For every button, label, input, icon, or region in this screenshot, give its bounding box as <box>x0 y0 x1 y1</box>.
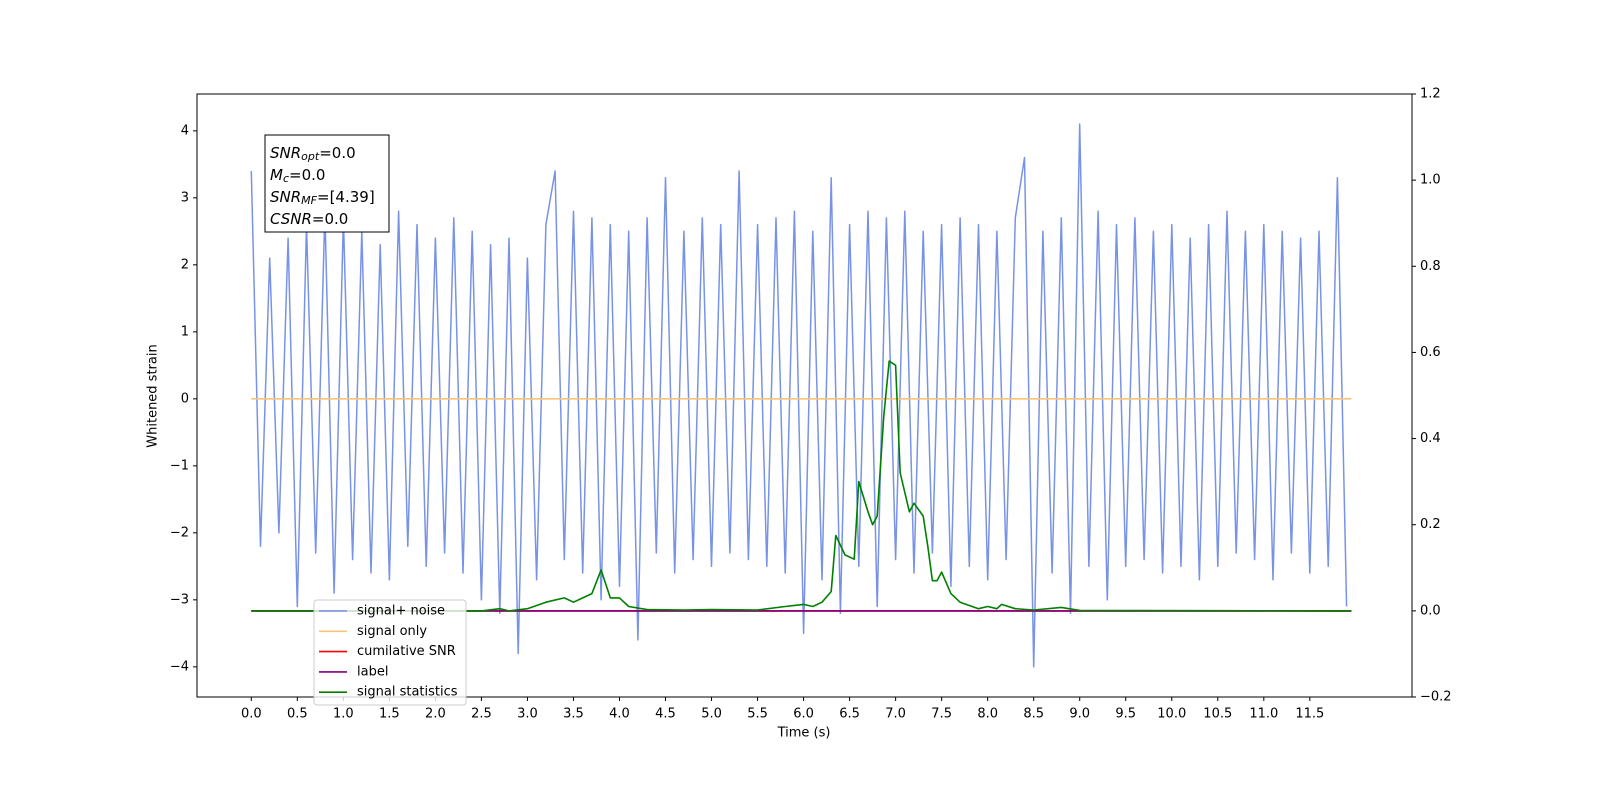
x-tick-label: 11.0 <box>1249 707 1278 722</box>
y-tick-label: −3 <box>170 592 189 607</box>
y2-tick-label: 0.0 <box>1420 603 1441 618</box>
plot-frame <box>196 93 1413 698</box>
annotation-symbol: SNR <box>270 144 301 162</box>
annotation-value: =[4.39] <box>317 188 375 206</box>
x-axis-label: Time (s) <box>777 726 831 741</box>
y-tick-label: 0 <box>181 391 189 406</box>
y-axis-label: Whitened strain <box>146 344 161 447</box>
annotation-frame <box>264 134 390 233</box>
y2-tick-label: 0.2 <box>1420 517 1441 532</box>
x-tick-label: 11.5 <box>1295 707 1324 722</box>
x-tick-label: 0.5 <box>287 707 308 722</box>
x-tick-label: 7.5 <box>931 707 952 722</box>
x-tick-label: 10.5 <box>1203 707 1232 722</box>
x-tick-label: 9.5 <box>1115 707 1136 722</box>
y-tick-label: 2 <box>181 257 189 272</box>
x-tick-label: 4.5 <box>655 707 676 722</box>
legend-label: cumilative SNR <box>357 644 456 659</box>
x-tick-label: 3.0 <box>517 707 538 722</box>
annotation-subscript: opt <box>301 150 320 163</box>
annotation-subscript: c <box>283 172 289 185</box>
y2-tick-label: 0.6 <box>1420 345 1441 360</box>
y-tick-label: −1 <box>170 458 189 473</box>
legend: signal+ noise signal only cumilative SNR la… <box>313 599 467 706</box>
y-tick-label: −4 <box>170 659 189 674</box>
annotation-subscript: MF <box>301 194 317 207</box>
annotation-symbol: M <box>270 166 283 184</box>
y2-tick-label: −0.2 <box>1420 690 1452 705</box>
y-tick-label: 3 <box>181 190 189 205</box>
x-tick-label: 5.0 <box>701 707 722 722</box>
x-tick-label: 3.5 <box>563 707 584 722</box>
legend-label: signal+ noise <box>357 604 445 619</box>
legend-frame <box>313 599 467 706</box>
annotation-value: =0.0 <box>319 144 355 162</box>
x-tick-label: 4.0 <box>609 707 630 722</box>
series-line <box>250 123 1348 668</box>
legend-label: signal statistics <box>357 685 458 700</box>
annotation-line: Mc=0.0 <box>270 166 325 186</box>
annotation-line: SNRMF=[4.39] <box>270 188 375 208</box>
x-tick-label: 10.0 <box>1157 707 1186 722</box>
y-tick-label: 1 <box>181 324 189 339</box>
y2-tick-label: 1.0 <box>1420 173 1441 188</box>
legend-label: signal only <box>357 624 427 639</box>
annotation-symbol: SNR <box>270 188 301 206</box>
y-tick-label: 4 <box>181 123 189 138</box>
y2-tick-label: 0.4 <box>1420 431 1441 446</box>
x-tick-label: 7.0 <box>885 707 906 722</box>
y2-tick-label: 0.8 <box>1420 259 1441 274</box>
annotation-value: =0.0 <box>312 210 348 228</box>
x-tick-label: 8.0 <box>977 707 998 722</box>
legend-label: label <box>357 664 388 679</box>
x-tick-label: 0.0 <box>241 707 262 722</box>
annotation-line: SNRopt=0.0 <box>270 144 356 164</box>
x-tick-label: 9.0 <box>1069 707 1090 722</box>
series-line <box>251 360 1352 612</box>
annotation-line: CSNR=0.0 <box>270 210 348 228</box>
annotation-symbol: CSNR <box>270 210 312 228</box>
x-tick-label: 1.0 <box>333 707 354 722</box>
x-tick-label: 1.5 <box>379 707 400 722</box>
x-tick-label: 6.5 <box>839 707 860 722</box>
y2-tick-label: 1.2 <box>1420 87 1441 102</box>
x-tick-label: 2.5 <box>471 707 492 722</box>
x-tick-label: 2.0 <box>425 707 446 722</box>
annotation-value: =0.0 <box>289 166 325 184</box>
x-tick-label: 8.5 <box>1023 707 1044 722</box>
x-tick-label: 6.0 <box>793 707 814 722</box>
x-tick-label: 5.5 <box>747 707 768 722</box>
y-tick-label: −2 <box>170 525 189 540</box>
